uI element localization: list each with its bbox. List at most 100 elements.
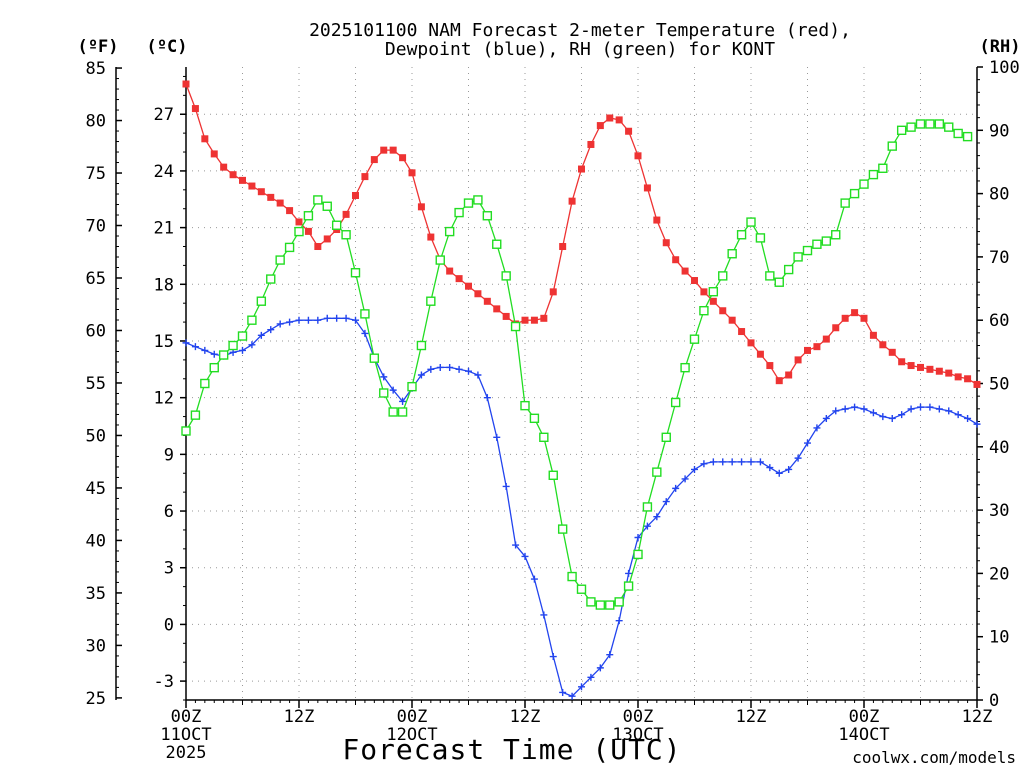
rh-point — [313, 195, 323, 205]
2-meter-temperature-point — [530, 316, 538, 324]
dewpoint-point — [389, 386, 397, 394]
dewpoint-point — [869, 409, 877, 417]
time-tick-label: 14OCT — [838, 725, 889, 745]
time-tick-label: 12OCT — [386, 725, 437, 745]
rh-tick-label: 20 — [989, 564, 1009, 584]
dewpoint-point — [804, 439, 811, 447]
rh-point — [727, 249, 737, 259]
dewpoint-point — [399, 397, 407, 405]
dewpoint-point — [474, 371, 482, 379]
rh-point — [736, 230, 747, 240]
2-meter-temperature-point — [926, 365, 934, 373]
dewpoint-point — [935, 405, 943, 413]
dewpoint-point — [728, 458, 736, 466]
rh-point — [755, 233, 766, 243]
rh-point — [492, 239, 502, 249]
fahrenheit-tick-label: 40 — [86, 531, 106, 551]
rh-point — [228, 340, 238, 351]
2-meter-temperature-point — [634, 152, 642, 160]
rh-point — [435, 255, 445, 265]
2-meter-temperature-point — [417, 203, 425, 211]
2-meter-temperature-point — [483, 297, 491, 305]
2-meter-temperature-point — [775, 377, 783, 385]
rh-point — [746, 217, 756, 227]
rh-point — [331, 220, 342, 230]
dewpoint-point — [191, 343, 199, 351]
dewpoint-point — [342, 314, 350, 322]
rh-point — [209, 362, 219, 373]
rh-tick-label: 60 — [989, 311, 1009, 331]
fahrenheit-tick-label: 50 — [86, 426, 106, 446]
2-meter-temperature-point — [804, 346, 811, 354]
dewpoint-point — [615, 617, 623, 625]
celsius-tick-label: 0 — [164, 615, 174, 635]
rh-point — [247, 315, 257, 325]
rh-point — [605, 600, 615, 610]
dewpoint-point — [540, 611, 548, 619]
rh-point — [303, 211, 314, 221]
2-meter-temperature-point — [681, 267, 689, 275]
dewpoint-point — [625, 569, 633, 577]
2-meter-temperature-point — [559, 243, 567, 251]
2-meter-temperature-point — [389, 146, 397, 154]
tick-labels-layer: 25 30 35 40 45 50 55 60 65 70 75 80 85 -3 0 3 6 9 12 15 18 21… — [86, 58, 1020, 763]
2-meter-temperature-point — [747, 339, 755, 347]
dewpoint-point — [257, 331, 265, 339]
rh-tick-label: 100 — [989, 58, 1020, 78]
rh-point — [774, 277, 784, 287]
rh-point — [614, 597, 624, 607]
rh-point — [520, 400, 530, 411]
2-meter-temperature-point — [606, 114, 614, 122]
rh-point — [802, 245, 813, 256]
rh-point — [812, 239, 822, 249]
rh-point — [661, 432, 671, 443]
2-meter-temperature-point — [700, 288, 708, 296]
rh-point — [341, 230, 351, 240]
rh-point — [294, 226, 304, 237]
2-meter-temperature-point — [521, 316, 529, 324]
rh-point — [567, 571, 577, 582]
rh-point — [501, 271, 511, 281]
2-meter-temperature-point — [973, 380, 981, 388]
rh-point — [416, 340, 427, 351]
rh-point — [190, 410, 201, 420]
rh-point — [369, 353, 380, 363]
dewpoint-point — [239, 346, 246, 354]
rh-tick-label: 40 — [989, 438, 1009, 458]
2-meter-temperature-point — [860, 314, 868, 322]
rh-point — [849, 188, 860, 199]
rh-point — [595, 600, 606, 610]
2-meter-temperature-point — [568, 197, 576, 205]
rh-point — [906, 122, 916, 132]
rh-point — [765, 271, 775, 281]
dewpoint-point — [775, 469, 783, 477]
series-layer — [181, 80, 981, 700]
2-meter-temperature-point — [672, 256, 680, 264]
grid-layer — [186, 67, 977, 700]
time-tick-label: 00Z — [171, 707, 202, 727]
rh-point — [887, 141, 897, 151]
dewpoint-point — [314, 316, 322, 324]
dewpoint-point — [766, 464, 774, 472]
fahrenheit-tick-label: 65 — [86, 269, 106, 289]
rh-tick-label: 0 — [989, 691, 999, 711]
dewpoint-point — [973, 420, 981, 428]
rh-point — [944, 122, 954, 132]
time-tick-label: 11OCT — [160, 725, 211, 745]
rh-point — [680, 362, 690, 373]
2-meter-temperature-point — [822, 335, 830, 343]
rh-point — [840, 198, 850, 208]
2-meter-temperature-point — [794, 356, 802, 364]
x-axis-title: Forecast Time (UTC) — [342, 733, 681, 766]
dewpoint-point — [747, 458, 755, 466]
dewpoint-point — [841, 405, 849, 413]
rh-point — [426, 296, 436, 306]
2-meter-temperature-point — [869, 331, 877, 339]
chart-title-line1: 2025101100 NAM Forecast 2-meter Temperat… — [309, 20, 851, 41]
2-meter-temperature-point — [709, 297, 717, 305]
fahrenheit-tick-label: 55 — [86, 374, 106, 394]
2-meter-temperature-point — [662, 239, 670, 247]
dewpoint-point — [643, 522, 651, 530]
rh-point — [454, 207, 464, 218]
2-meter-temperature-point — [851, 309, 859, 317]
